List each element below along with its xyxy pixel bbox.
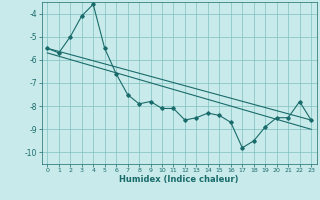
X-axis label: Humidex (Indice chaleur): Humidex (Indice chaleur)	[119, 175, 239, 184]
